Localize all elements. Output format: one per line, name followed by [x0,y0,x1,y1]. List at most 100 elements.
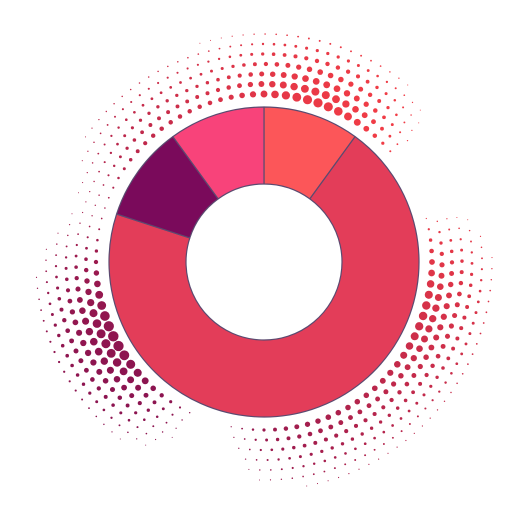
halo-dot [491,268,493,270]
halo-dot [418,311,428,321]
halo-dot [364,454,367,457]
halo-dot [251,428,255,431]
halo-dot [259,469,261,471]
halo-dot [400,430,403,433]
halo-dot [216,77,220,82]
halo-dot [98,170,100,173]
halo-dot [150,97,154,101]
halo-dot [108,331,119,342]
halo-dot [89,190,91,193]
halo-dot [480,268,483,271]
halo-dot [292,92,302,102]
halo-dot [443,400,446,403]
halo-dot [449,249,454,254]
halo-dot [47,291,50,295]
halo-dot [476,300,480,304]
halo-dot [91,162,94,164]
halo-dot [85,246,88,250]
halo-dot [312,78,320,85]
halo-dot [338,420,344,426]
halo-dot [152,425,155,428]
halo-dot [424,372,429,378]
halo-dot [60,343,65,348]
halo-dot [323,102,333,112]
halo-dot [114,115,116,118]
halo-dot [93,259,99,265]
halo-dot [348,81,354,87]
halo-dot [240,44,243,47]
halo-dot [305,46,309,50]
halo-dot [344,463,347,466]
halo-dot [125,403,130,408]
halo-dot [123,134,127,138]
halo-dot [135,149,140,154]
halo-dot [239,53,243,57]
halo-dot [45,248,47,250]
halo-dot [233,436,235,439]
halo-dot [168,120,173,125]
halo-dot [171,413,174,416]
halo-dot [370,59,372,62]
halo-dot [69,309,76,315]
halo-dot [438,390,441,393]
halo-dot [103,423,105,426]
halo-dot [388,134,392,138]
halo-dot [328,424,334,430]
halo-dot [118,155,122,159]
halo-dot [354,459,357,461]
halo-dot [166,76,169,79]
halo-dot [237,73,242,78]
halo-dot [103,161,106,164]
halo-dot [377,99,382,103]
halo-dot [330,446,334,450]
halo-dot [81,160,83,162]
halo-dot [416,415,419,418]
halo-dot [449,271,455,276]
halo-dot [177,61,179,63]
halo-dot [468,332,472,336]
halo-dot [399,417,403,420]
halo-dot [68,380,71,383]
halo-dot [277,458,280,461]
halo-dot [207,60,210,63]
halo-dot [261,52,265,56]
halo-dot [421,425,424,427]
halo-dot [244,458,247,460]
halo-dot [102,184,105,186]
halo-dot [352,105,359,113]
halo-dot [273,427,277,432]
halo-dot [110,416,113,419]
halo-dot [67,298,73,304]
halo-dot [286,34,288,37]
halo-dot [348,473,350,475]
halo-dot [327,480,329,482]
halo-dot [440,343,446,349]
halo-dot [243,438,246,440]
halo-dot [438,272,445,279]
halo-dot [150,385,156,392]
halo-dot [468,229,471,232]
halo-dot [226,75,231,80]
halo-dot [286,436,291,441]
halo-dot [102,408,106,412]
halo-dot [439,262,445,268]
halo-dot [242,63,246,67]
halo-dot [177,114,183,119]
halo-dot [175,93,179,98]
halo-dot [118,424,121,427]
halo-dot [376,74,379,78]
halo-dot [84,136,87,138]
halo-dot [332,95,340,104]
halo-dot [138,118,143,122]
halo-dot [315,418,321,424]
halo-dot [470,272,474,276]
halo-dot [344,112,352,121]
halo-dot [130,100,133,104]
halo-dot [285,62,291,68]
halo-dot [117,395,123,400]
halo-dot [450,372,453,375]
halo-dot [481,257,483,260]
halo-dot [81,398,84,401]
halo-dot [383,389,389,395]
halo-dot [393,99,397,102]
